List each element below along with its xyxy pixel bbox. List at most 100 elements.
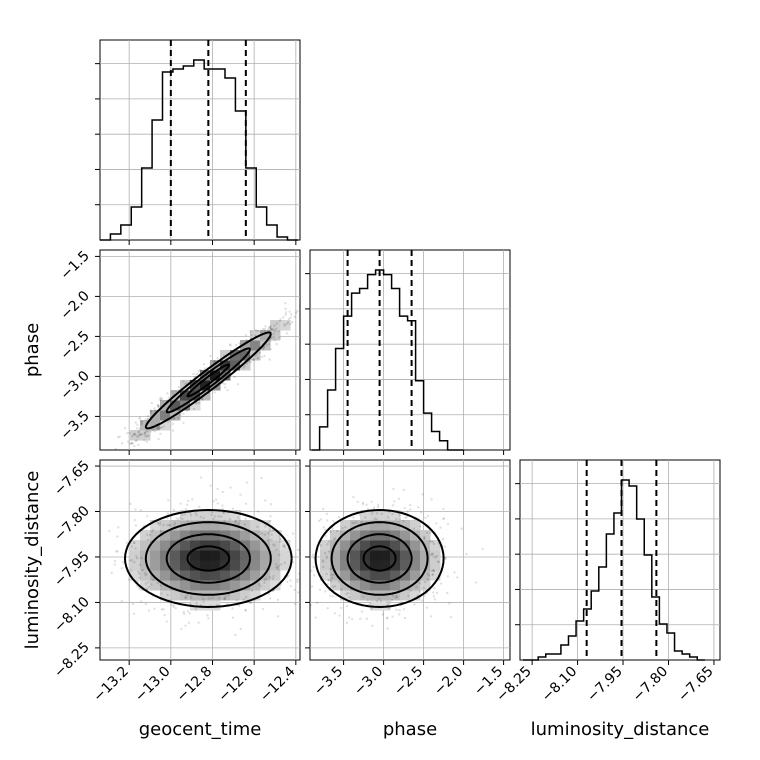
sample-point bbox=[300, 584, 302, 586]
sample-point bbox=[289, 579, 292, 582]
density-cell bbox=[210, 370, 221, 381]
density-cell bbox=[240, 550, 251, 561]
sample-point bbox=[283, 561, 286, 565]
sample-point bbox=[423, 594, 426, 597]
sample-point bbox=[209, 484, 212, 487]
sample-point bbox=[120, 442, 124, 445]
density-cell bbox=[400, 590, 411, 601]
sample-point bbox=[133, 560, 136, 564]
sample-point bbox=[360, 610, 364, 613]
density-cell bbox=[360, 540, 371, 551]
density-cell bbox=[190, 560, 201, 571]
sample-point bbox=[278, 537, 282, 540]
sample-point bbox=[386, 603, 389, 606]
sample-point bbox=[277, 568, 280, 571]
sample-point bbox=[195, 372, 199, 376]
contour-level-2 bbox=[165, 347, 251, 414]
sample-point bbox=[197, 402, 200, 405]
sample-point bbox=[172, 508, 176, 512]
density-cell bbox=[190, 380, 201, 391]
density-cell bbox=[200, 560, 211, 571]
density-cell bbox=[230, 550, 241, 561]
sample-point bbox=[257, 582, 261, 586]
sample-point bbox=[439, 526, 442, 529]
sample-point bbox=[97, 606, 99, 608]
sample-point bbox=[375, 512, 379, 515]
sample-point bbox=[150, 401, 153, 405]
sample-point bbox=[400, 600, 403, 604]
contour-level-2 bbox=[346, 533, 413, 584]
density-cell bbox=[230, 570, 241, 581]
sample-point bbox=[446, 522, 450, 526]
sample-point bbox=[270, 538, 273, 541]
density-cell bbox=[160, 520, 171, 531]
sample-point bbox=[167, 499, 170, 502]
sample-point bbox=[425, 531, 429, 534]
density-cell bbox=[160, 530, 171, 541]
sample-point bbox=[420, 599, 424, 602]
sample-point bbox=[173, 417, 176, 420]
density-cell bbox=[180, 560, 191, 571]
sample-point bbox=[287, 574, 290, 578]
sample-point bbox=[305, 568, 307, 570]
density-cell bbox=[380, 510, 391, 521]
sample-point bbox=[147, 434, 150, 437]
sample-point bbox=[263, 354, 266, 358]
sample-point bbox=[348, 596, 351, 599]
sample-point bbox=[153, 607, 156, 610]
sample-point bbox=[259, 584, 262, 588]
x-tick-label: −3.0 bbox=[351, 664, 386, 699]
sample-point bbox=[365, 617, 369, 620]
sample-point bbox=[347, 616, 351, 619]
y-axis-label-phase: phase bbox=[22, 323, 43, 377]
sample-point bbox=[329, 579, 333, 583]
sample-point bbox=[143, 431, 147, 435]
contour-level-3 bbox=[144, 521, 272, 596]
sample-point bbox=[184, 507, 188, 511]
density-cell bbox=[280, 550, 291, 561]
sample-point bbox=[425, 606, 429, 609]
sample-point bbox=[133, 433, 136, 436]
sample-point bbox=[279, 318, 282, 321]
sample-point bbox=[325, 519, 329, 522]
sample-point bbox=[269, 328, 272, 331]
density-cell bbox=[130, 560, 141, 571]
density-cell bbox=[430, 570, 441, 581]
density-cell bbox=[250, 590, 261, 601]
density-cell bbox=[180, 590, 191, 601]
sample-point bbox=[146, 430, 150, 433]
density-cell bbox=[370, 550, 381, 561]
sample-point bbox=[162, 523, 165, 527]
sample-point bbox=[426, 578, 429, 581]
density-cell bbox=[390, 540, 401, 551]
sample-point bbox=[131, 442, 134, 445]
sample-point bbox=[263, 327, 266, 331]
sample-point bbox=[244, 334, 248, 337]
density-cell bbox=[370, 520, 381, 531]
sample-point bbox=[189, 602, 192, 606]
density-cell bbox=[410, 520, 421, 531]
sample-point bbox=[402, 608, 406, 611]
density-cell bbox=[260, 580, 271, 591]
sample-point bbox=[263, 581, 266, 584]
sample-point bbox=[202, 516, 205, 520]
sample-point bbox=[306, 578, 308, 580]
sample-point bbox=[432, 569, 435, 572]
sample-point bbox=[419, 511, 423, 514]
sample-point bbox=[191, 498, 194, 501]
density-cell bbox=[350, 530, 361, 541]
sample-point bbox=[323, 551, 327, 555]
sample-point bbox=[118, 435, 121, 438]
density-cell bbox=[400, 570, 411, 581]
sample-point bbox=[312, 565, 315, 569]
x-tick-label: −7.80 bbox=[630, 664, 672, 706]
sample-point bbox=[389, 601, 392, 604]
sample-point bbox=[160, 592, 163, 595]
density-cell bbox=[180, 380, 191, 391]
sample-point bbox=[333, 585, 337, 588]
sample-point bbox=[377, 503, 380, 506]
sample-point bbox=[356, 500, 359, 504]
sample-point bbox=[268, 326, 272, 329]
density-cell bbox=[180, 580, 191, 591]
density-cell bbox=[350, 550, 361, 561]
